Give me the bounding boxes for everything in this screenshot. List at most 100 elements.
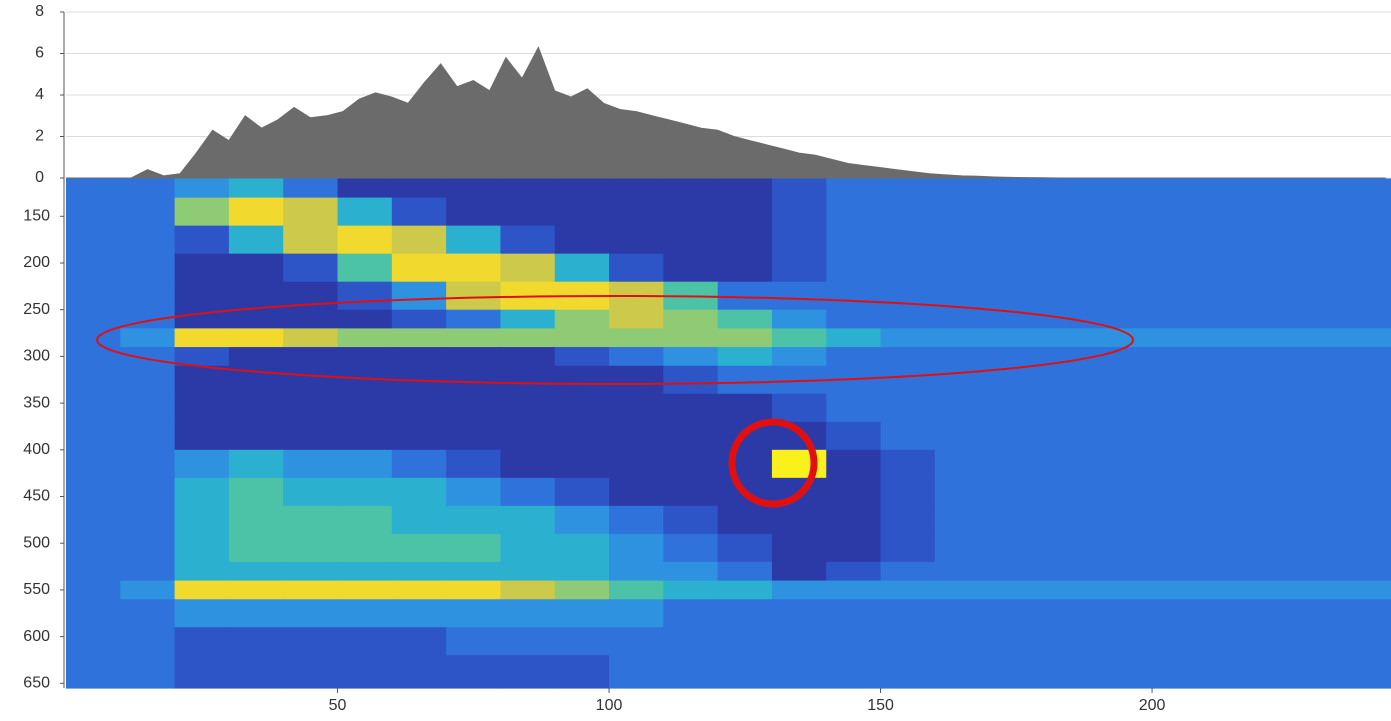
heat-cell	[554, 365, 610, 395]
y-tick-label: 150	[23, 208, 50, 225]
heat-cell	[717, 599, 773, 628]
heat-cell	[880, 449, 936, 479]
heat-cell	[66, 225, 121, 255]
heat-cell	[1206, 580, 1262, 600]
heat-cell	[174, 599, 230, 628]
y-tick-label: 300	[23, 348, 50, 365]
heat-cell	[174, 627, 230, 656]
heat-cell	[609, 627, 664, 656]
heat-cell	[934, 197, 990, 227]
highlight-ellipse	[96, 295, 1134, 385]
heat-cell	[446, 309, 502, 329]
heat-cell	[120, 599, 176, 628]
x-tick-label: 150	[867, 697, 894, 714]
y-tick-label: 0	[35, 169, 44, 186]
heat-cell	[1043, 655, 1099, 689]
heat-cell	[1152, 253, 1207, 283]
highlight-circle	[728, 418, 818, 508]
heat-cell	[1314, 328, 1391, 348]
heat-cell	[283, 365, 339, 395]
heat-cell	[337, 225, 393, 255]
heat-cell	[609, 347, 664, 367]
heat-cell	[337, 421, 393, 451]
heat-cell	[174, 365, 230, 395]
heat-cell	[771, 281, 827, 311]
heat-cell	[228, 599, 284, 628]
heat-cell	[120, 347, 176, 367]
heat-cell	[663, 393, 719, 423]
heat-cell	[228, 281, 284, 311]
heat-cell	[1260, 561, 1316, 582]
heat-cell	[1260, 347, 1316, 367]
heat-cell	[337, 253, 393, 283]
heat-cell	[1314, 627, 1391, 656]
heat-cell	[771, 655, 827, 689]
heat-cell	[446, 599, 502, 628]
heat-cell	[1314, 599, 1391, 628]
heat-cell	[1314, 561, 1391, 582]
heat-cell	[554, 533, 610, 563]
heat-cell	[283, 328, 339, 348]
heat-cell	[1152, 561, 1207, 582]
heat-cell	[609, 505, 664, 535]
heat-cell	[663, 449, 719, 479]
heat-cell	[1043, 225, 1099, 255]
heat-cell	[1260, 328, 1316, 348]
heat-cell	[1097, 655, 1153, 689]
heat-cell	[1314, 347, 1391, 367]
heat-cell	[771, 197, 827, 227]
heat-cell	[228, 347, 284, 367]
heat-cell	[337, 533, 393, 563]
heat-cell	[66, 253, 121, 283]
heat-cell	[283, 253, 339, 283]
heat-cell	[771, 561, 827, 582]
heat-cell	[934, 599, 990, 628]
heat-cell	[1206, 253, 1262, 283]
heat-cell	[1260, 393, 1316, 423]
heat-cell	[771, 347, 827, 367]
heat-cell	[66, 449, 121, 479]
heat-cell	[1152, 281, 1207, 311]
heat-cell	[1097, 309, 1153, 329]
heat-cell	[391, 533, 447, 563]
heat-cell	[1152, 580, 1207, 600]
heat-cell	[717, 561, 773, 582]
heat-cell	[446, 178, 502, 199]
heat-cell	[554, 627, 610, 656]
heat-cell	[446, 281, 502, 311]
heat-cell	[1206, 505, 1262, 535]
heat-cell	[120, 477, 176, 507]
x-tick-label: 200	[1139, 697, 1166, 714]
heat-cell	[66, 561, 121, 582]
heat-cell	[609, 197, 664, 227]
heat-cell	[228, 225, 284, 255]
heat-cell	[609, 655, 664, 689]
heat-cell	[771, 580, 827, 600]
heat-cell	[1043, 599, 1099, 628]
heat-cell	[554, 505, 610, 535]
heat-cell	[554, 197, 610, 227]
heat-cell	[337, 655, 393, 689]
heat-cell	[1314, 393, 1391, 423]
heat-cell	[120, 253, 176, 283]
heat-cell	[391, 580, 447, 600]
heat-cell	[609, 309, 664, 329]
heat-cell	[1043, 505, 1099, 535]
heat-cell	[609, 533, 664, 563]
heat-cell	[1260, 627, 1316, 656]
heat-cell	[826, 627, 882, 656]
heat-cell	[1097, 533, 1153, 563]
heat-cell	[446, 505, 502, 535]
heat-cell	[1097, 421, 1153, 451]
heat-cell	[228, 309, 284, 329]
heat-cell	[1152, 225, 1207, 255]
heat-cell	[1314, 225, 1391, 255]
y-tick-label: 2	[35, 128, 44, 145]
heat-cell	[826, 477, 882, 507]
heat-cell	[1206, 328, 1262, 348]
heat-cell	[880, 421, 936, 451]
heat-cell	[120, 505, 176, 535]
heat-cell	[717, 365, 773, 395]
heat-cell	[500, 561, 556, 582]
y-tick-label: 550	[23, 581, 50, 598]
